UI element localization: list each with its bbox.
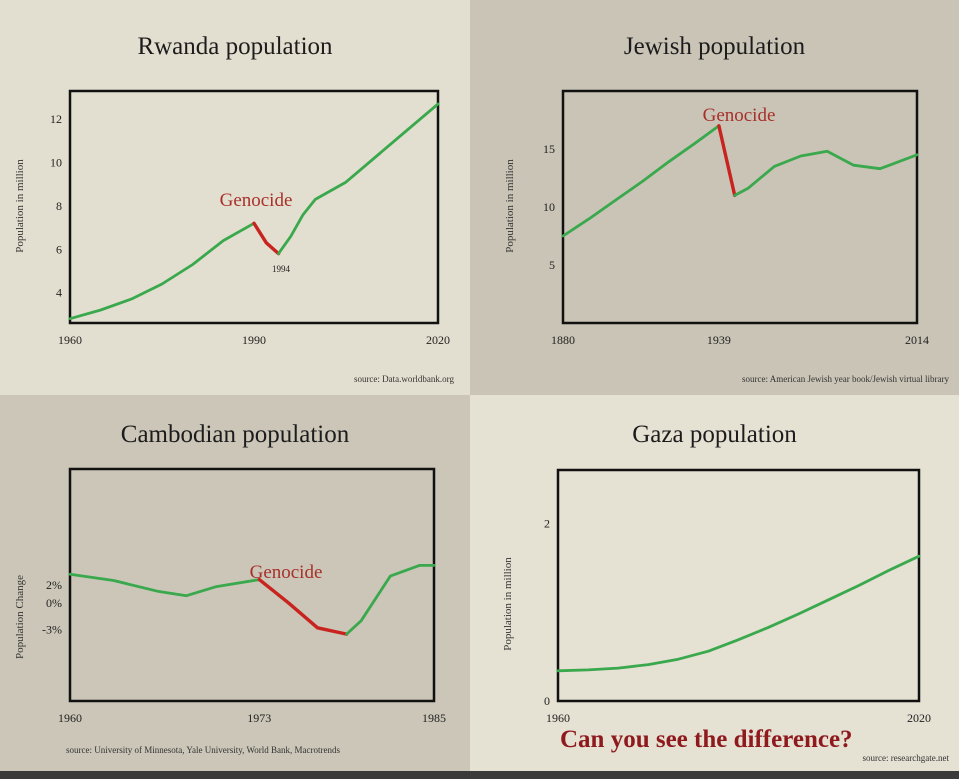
rwanda-chart-svg: 1960 1990 2020 4 6 8 10 12 Genocide 1994 (50, 89, 450, 347)
plot-frame (556, 468, 921, 703)
plot-frame (68, 467, 436, 703)
x-tick-label: 1960 (58, 711, 82, 725)
x-tick-label: 2014 (905, 333, 929, 347)
chart-title: Gaza population (632, 421, 797, 448)
point-label: 1994 (272, 264, 291, 274)
population-series-line (733, 149, 919, 197)
y-tick-label: 10 (543, 200, 555, 214)
genocide-annotation: Genocide (220, 190, 293, 211)
x-tick-label: 1990 (242, 333, 266, 347)
y-tick-label: 2% (46, 578, 62, 592)
rwanda-chart-panel: Rwanda population Population in million … (0, 0, 470, 395)
x-tick-label: 1939 (707, 333, 731, 347)
y-tick-label: 10 (50, 156, 62, 170)
genocide-annotation: Genocide (703, 105, 776, 126)
genocide-annotation: Genocide (250, 562, 323, 583)
y-tick-label: 8 (56, 199, 62, 213)
genocide-series-line (252, 221, 281, 256)
y-tick-label: 12 (50, 112, 62, 126)
source-note: source: University of Minnesota, Yale Un… (66, 745, 340, 755)
x-tick-label: 1985 (422, 711, 446, 725)
y-tick-label: 15 (543, 142, 555, 156)
y-tick-label: 4 (56, 286, 62, 300)
genocide-series-line (717, 124, 737, 198)
population-series-line (345, 563, 436, 636)
gaza-chart-svg: 1960 2020 0 2 (544, 468, 931, 725)
y-tick-label: 2 (544, 516, 550, 530)
x-tick-label: 1960 (546, 711, 570, 725)
plot-frame (561, 89, 919, 325)
population-series-line (68, 221, 256, 321)
chart-title: Rwanda population (137, 33, 333, 60)
source-note: source: American Jewish year book/Jewish… (742, 374, 949, 384)
x-tick-label: 2020 (426, 333, 450, 347)
caption-text: Can you see the difference? (560, 726, 853, 753)
jewish-chart-svg: 1880 1939 2014 5 10 15 Genocide (543, 89, 929, 347)
x-tick-label: 2020 (907, 711, 931, 725)
population-series-line (556, 554, 921, 673)
population-series-line (277, 102, 440, 256)
cambodia-chart-panel: Cambodian population Population Change 1… (0, 395, 470, 771)
cambodia-chart-svg: 1960 1973 1985 2% 0% -3% Genocide (42, 467, 446, 725)
gaza-chart-panel: Gaza population Population in million 19… (470, 395, 959, 771)
source-note: source: Data.worldbank.org (353, 374, 454, 384)
genocide-series-line (257, 577, 349, 636)
y-tick-label: 6 (56, 242, 62, 256)
x-tick-label: 1880 (551, 333, 575, 347)
population-series-line (561, 124, 721, 238)
x-tick-label: 1973 (247, 711, 271, 725)
bottom-bar (0, 771, 959, 779)
y-tick-label: 5 (549, 258, 555, 272)
x-tick-label: 1960 (58, 333, 82, 347)
population-series-line (68, 572, 261, 598)
plot-frame (68, 89, 440, 325)
chart-title: Jewish population (623, 33, 806, 60)
y-tick-label: 0% (46, 596, 62, 610)
y-tick-label: 0 (544, 694, 550, 708)
jewish-chart-panel: Jewish population Population in million … (470, 0, 959, 395)
chart-title: Cambodian population (120, 421, 350, 448)
source-note: source: researchgate.net (862, 753, 949, 763)
y-tick-label: -3% (42, 623, 62, 637)
